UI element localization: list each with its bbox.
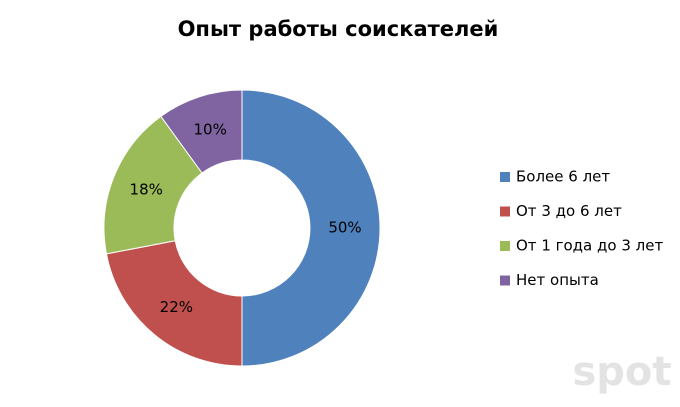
chart-title: Опыт работы соискателей	[178, 17, 499, 41]
donut-segment	[160, 89, 243, 174]
legend-swatch	[500, 241, 510, 251]
data-label: 50%	[328, 219, 361, 237]
legend-label: Нет опыта	[516, 271, 599, 289]
legend-label: Более 6 лет	[516, 168, 610, 186]
legend-swatch	[500, 172, 510, 182]
donut-segment	[241, 89, 381, 367]
data-label: 10%	[193, 121, 226, 139]
legend-swatch	[500, 206, 510, 217]
legend-label: От 3 до 6 лет	[516, 202, 622, 220]
donut-segment	[105, 240, 243, 367]
watermark: spot	[572, 349, 671, 395]
legend-swatch	[500, 275, 510, 286]
legend-label: От 1 года до 3 лет	[516, 237, 663, 255]
data-label: 18%	[130, 181, 163, 199]
data-label: 22%	[160, 298, 193, 316]
